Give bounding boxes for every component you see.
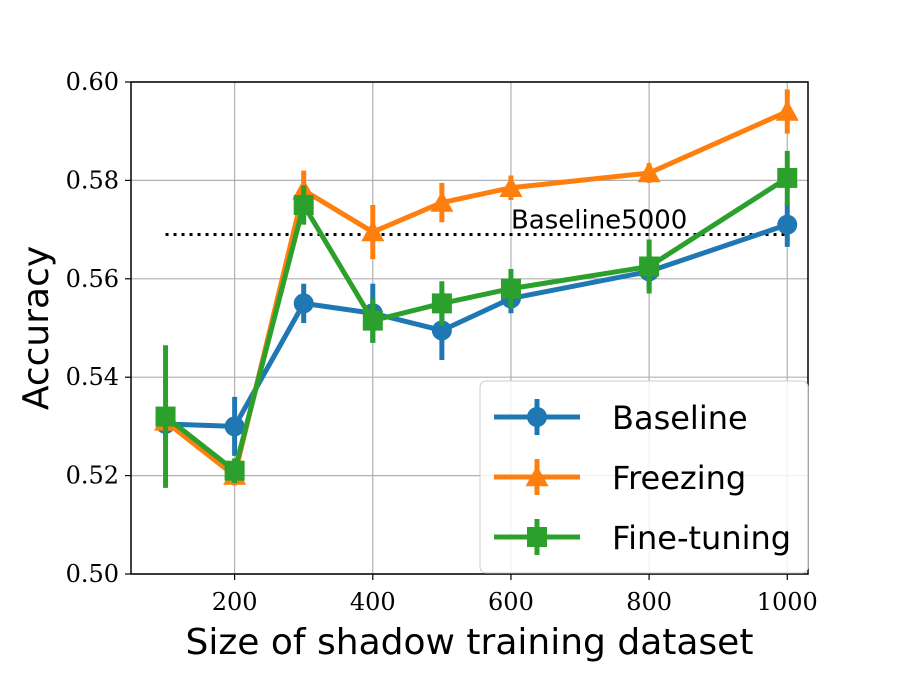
y-tick-label: 0.56	[66, 265, 119, 293]
data-point	[362, 310, 383, 331]
baseline5000-label: Baseline5000	[511, 206, 687, 236]
data-point	[361, 220, 385, 242]
data-point	[293, 195, 314, 215]
series-layer	[154, 89, 799, 488]
legend-item: Fine-tuning	[494, 519, 791, 557]
x-tick-label: 400	[350, 588, 396, 616]
data-point	[777, 167, 798, 188]
x-tick-label: 600	[488, 588, 534, 616]
data-point	[431, 293, 452, 314]
plot-frame	[130, 81, 809, 575]
x-tick-label: 200	[212, 588, 258, 616]
data-point	[639, 256, 660, 277]
legend-item: Baseline	[494, 399, 748, 437]
x-axis-ticks: 200 400 600 800 1000	[212, 574, 818, 616]
y-tick-label: 0.54	[66, 363, 119, 391]
y-tick-label: 0.52	[66, 462, 119, 490]
series-line	[163, 175, 789, 474]
y-tick-label: 0.58	[66, 166, 119, 194]
legend-marker	[527, 407, 547, 427]
x-axis-label: Size of shadow training dataset	[186, 622, 754, 663]
data-point	[500, 278, 521, 299]
legend-label: Freezing	[612, 459, 746, 497]
data-point	[431, 320, 452, 341]
data-point	[775, 100, 799, 121]
y-tick-label: 0.60	[66, 68, 119, 96]
x-tick-label: 800	[626, 588, 672, 616]
legend-label: Baseline	[612, 399, 748, 437]
x-tick-label: 1000	[757, 588, 818, 616]
y-axis-label: Accuracy	[16, 246, 57, 410]
data-point	[637, 161, 661, 183]
y-axis-ticks: 0.50 0.52 0.54 0.56 0.58 0.60	[66, 68, 131, 588]
data-point	[777, 214, 798, 235]
data-point	[224, 416, 245, 437]
series-fine-tuning	[155, 150, 798, 488]
legend-marker	[527, 527, 547, 547]
legend: Baseline Freezing Fine-tuning	[479, 380, 809, 574]
legend-marker	[525, 465, 549, 487]
data-point	[499, 176, 523, 197]
legend-box	[479, 380, 809, 574]
legend-item: Freezing	[494, 459, 746, 497]
data-point	[430, 191, 454, 212]
y-tick-label: 0.50	[66, 560, 119, 588]
series-line	[165, 222, 789, 429]
legend-label: Fine-tuning	[612, 519, 791, 557]
data-point	[155, 406, 176, 427]
data-point	[224, 460, 245, 481]
data-point	[293, 293, 314, 314]
